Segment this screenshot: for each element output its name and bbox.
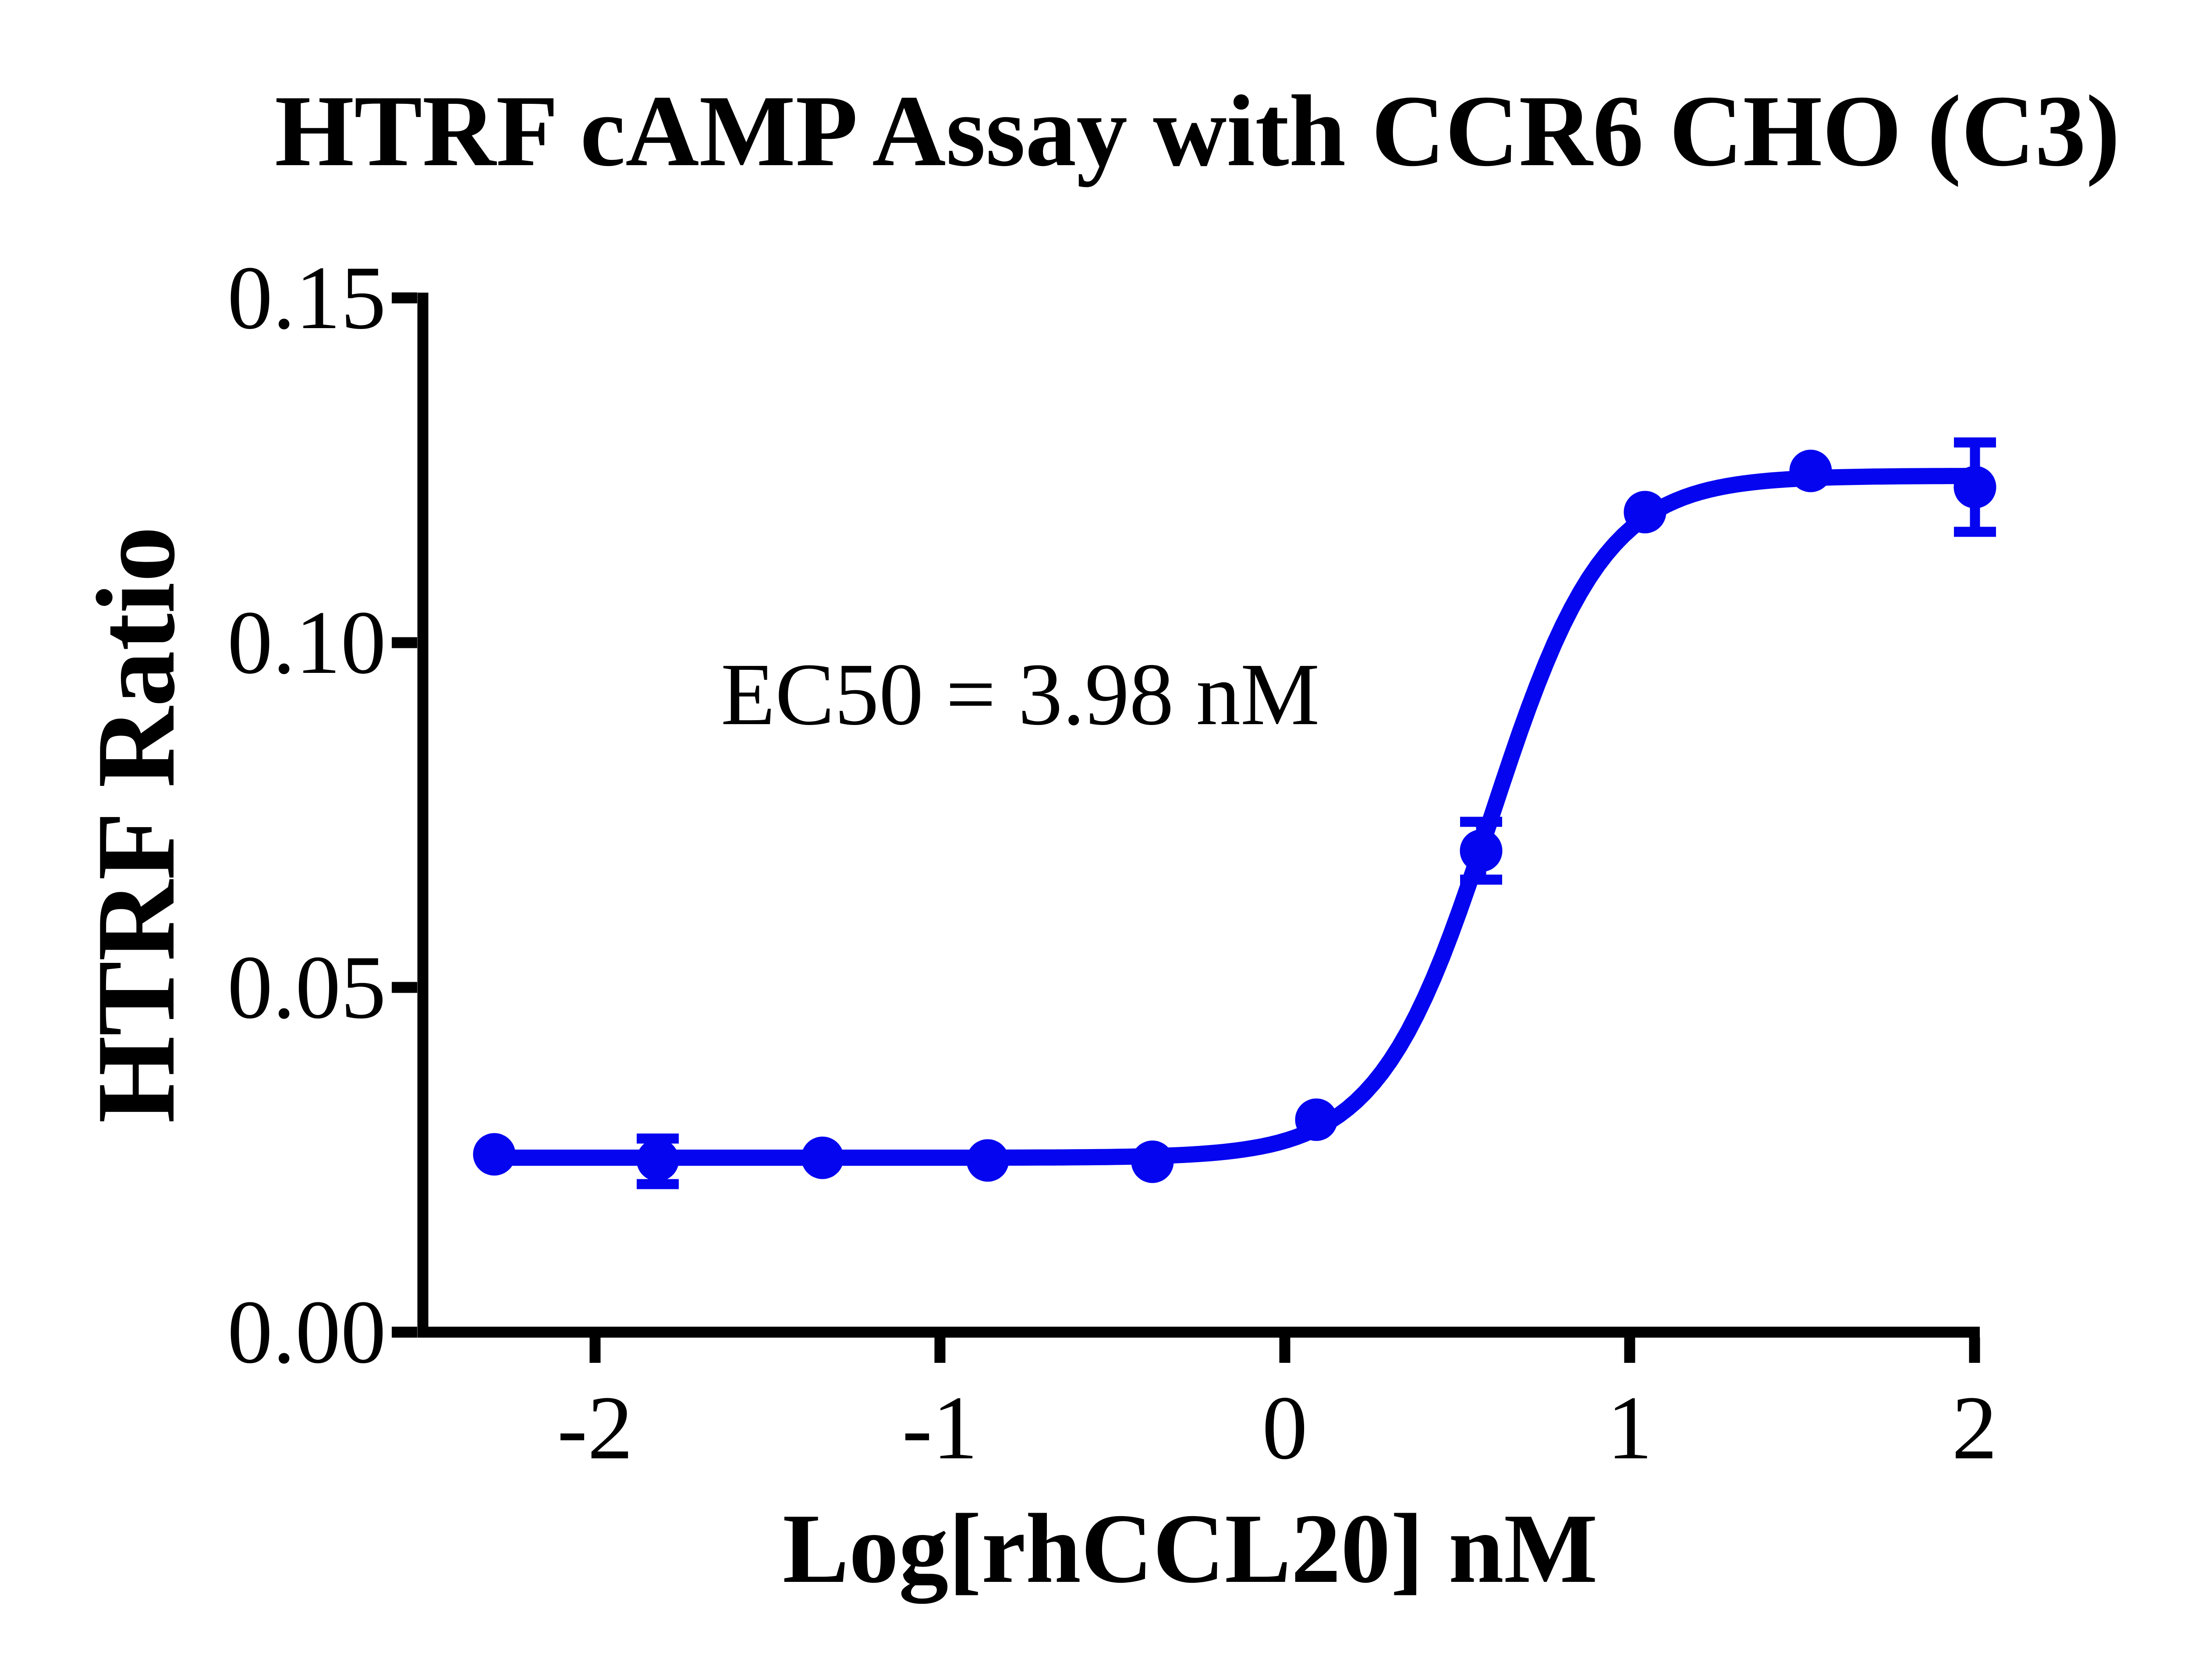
svg-text:-1: -1 (902, 1377, 978, 1478)
svg-text:HTRF Ratio: HTRF Ratio (74, 526, 198, 1123)
svg-text:0.05: 0.05 (227, 937, 386, 1037)
svg-text:EC50 = 3.98 nM: EC50 = 3.98 nM (721, 645, 1319, 743)
svg-text:0: 0 (1262, 1377, 1308, 1478)
svg-text:-2: -2 (557, 1377, 633, 1478)
svg-text:1: 1 (1607, 1377, 1652, 1478)
svg-text:2: 2 (1952, 1377, 1997, 1478)
svg-text:HTRF cAMP Assay with CCR6 CHO: HTRF cAMP Assay with CCR6 CHO (C3) (275, 74, 2120, 187)
svg-text:0.10: 0.10 (227, 592, 386, 693)
svg-text:0.15: 0.15 (227, 248, 386, 348)
svg-text:Log[rhCCL20] nM: Log[rhCCL20] nM (783, 1494, 1598, 1604)
svg-text:0.00: 0.00 (227, 1282, 386, 1382)
